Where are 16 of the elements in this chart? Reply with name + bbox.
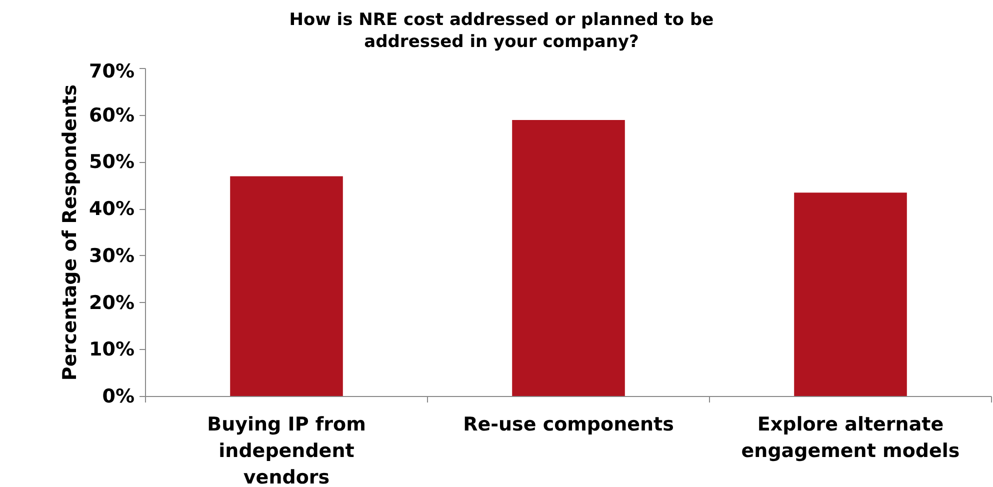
y-tick-label: 0% bbox=[102, 386, 135, 408]
y-tick-label: 70% bbox=[89, 60, 135, 82]
x-tick-label: Re-use components bbox=[463, 414, 674, 436]
y-tick-label: 30% bbox=[89, 244, 135, 267]
y-axis-title: Percentage of Respondents bbox=[59, 84, 82, 381]
x-tick-label: Explore alternate engagement models bbox=[741, 414, 960, 462]
y-tick-label: 40% bbox=[89, 198, 135, 220]
bar bbox=[512, 120, 625, 396]
bar bbox=[794, 192, 907, 396]
y-tick-label: 10% bbox=[89, 338, 135, 361]
x-tick-label: Buying IP from independent vendors bbox=[207, 414, 366, 487]
y-tick-label: 20% bbox=[89, 292, 135, 314]
chart-title: How is NRE cost addressed or planned to be addressed in your company? bbox=[288, 9, 715, 54]
y-tick-label: 50% bbox=[89, 151, 135, 174]
y-tick-label: 60% bbox=[89, 104, 135, 126]
bar bbox=[230, 176, 343, 396]
